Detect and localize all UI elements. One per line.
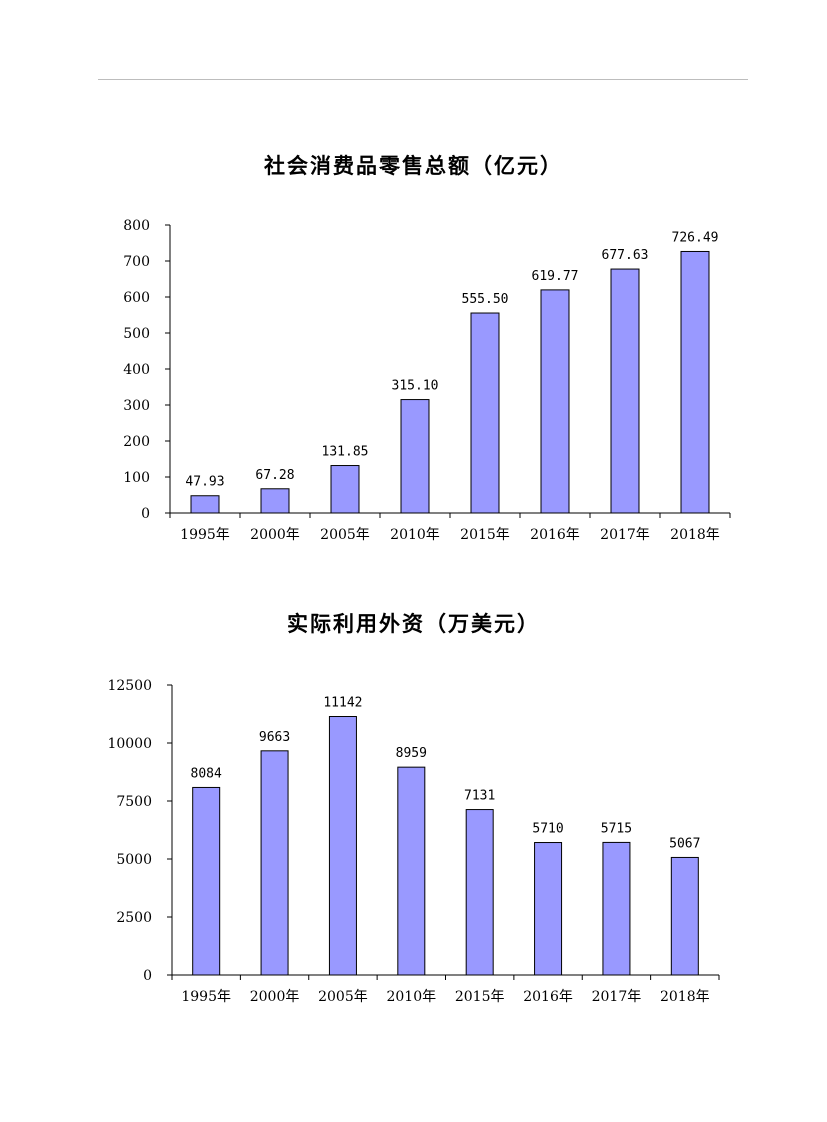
data-label: 11142 bbox=[323, 696, 362, 711]
y-tick-label: 2500 bbox=[116, 910, 152, 926]
bar bbox=[602, 841, 631, 976]
bar bbox=[330, 465, 360, 514]
data-label: 7131 bbox=[464, 789, 495, 804]
header-rule bbox=[98, 79, 748, 80]
x-tick-label: 2005年 bbox=[318, 989, 368, 1005]
data-label: 619.77 bbox=[532, 269, 579, 284]
x-tick-label: 2017年 bbox=[600, 527, 650, 543]
x-tick-label: 1995年 bbox=[180, 527, 230, 543]
bar bbox=[260, 488, 290, 514]
y-tick-label: 500 bbox=[123, 326, 150, 342]
y-tick-label: 12500 bbox=[107, 678, 152, 694]
data-label: 47.93 bbox=[185, 475, 224, 490]
data-label: 9663 bbox=[259, 730, 290, 745]
x-tick-label: 2016年 bbox=[523, 989, 573, 1005]
x-tick-label: 2018年 bbox=[670, 527, 720, 543]
chart-title-foreign-investment: 实际利用外资（万美元） bbox=[287, 612, 540, 636]
y-tick-label: 800 bbox=[123, 218, 150, 234]
bar bbox=[400, 399, 430, 514]
y-tick-label: 100 bbox=[123, 470, 150, 486]
x-tick-label: 2015年 bbox=[455, 989, 505, 1005]
data-label: 315.10 bbox=[392, 379, 439, 394]
x-tick-label: 2010年 bbox=[386, 989, 436, 1005]
data-label: 8959 bbox=[396, 746, 427, 761]
y-tick-label: 200 bbox=[123, 434, 150, 450]
bar bbox=[465, 809, 494, 976]
foreign-investment-bar-chart: 0 2500 5000 7500 10000 12500 8084 1995年 9663 2000… bbox=[107, 678, 720, 1005]
data-label: 5067 bbox=[669, 836, 700, 851]
x-tick-label: 2015年 bbox=[460, 527, 510, 543]
x-tick-label: 2000年 bbox=[250, 989, 300, 1005]
x-tick-label: 1995年 bbox=[181, 989, 231, 1005]
x-tick-label: 2018年 bbox=[660, 989, 710, 1005]
bar bbox=[192, 786, 221, 976]
y-tick-label: 5000 bbox=[116, 852, 152, 868]
chart-title-retail-sales: 社会消费品零售总额（亿元） bbox=[264, 154, 563, 178]
x-tick-label: 2017年 bbox=[592, 989, 642, 1005]
x-tick-label: 2016年 bbox=[530, 527, 580, 543]
data-label: 677.63 bbox=[602, 248, 649, 263]
data-label: 8084 bbox=[191, 766, 222, 781]
bar bbox=[670, 856, 699, 976]
bar bbox=[680, 250, 710, 514]
data-label: 131.85 bbox=[322, 445, 369, 460]
y-tick-label: 0 bbox=[143, 968, 152, 984]
y-tick-label: 700 bbox=[123, 254, 150, 270]
bar bbox=[260, 750, 289, 976]
y-tick-label: 600 bbox=[123, 290, 150, 306]
bar bbox=[397, 766, 426, 976]
data-label: 67.28 bbox=[255, 468, 294, 483]
x-tick-label: 2005年 bbox=[320, 527, 370, 543]
x-tick-label: 2010年 bbox=[390, 527, 440, 543]
retail-sales-bar-chart: 0 100 200 300 400 500 600 700 800 47.93 1995年 67.28… bbox=[123, 218, 731, 543]
bar bbox=[540, 289, 570, 514]
y-tick-label: 10000 bbox=[107, 736, 152, 752]
y-tick-label: 0 bbox=[141, 506, 150, 522]
data-label: 555.50 bbox=[462, 292, 509, 307]
bar bbox=[470, 312, 500, 514]
data-label: 5710 bbox=[532, 822, 563, 837]
data-label: 726.49 bbox=[672, 230, 719, 245]
bar bbox=[534, 842, 563, 976]
y-tick-label: 400 bbox=[123, 362, 150, 378]
bar bbox=[328, 716, 357, 976]
y-tick-label: 7500 bbox=[116, 794, 152, 810]
bar bbox=[610, 268, 640, 514]
bar bbox=[190, 495, 220, 514]
data-label: 5715 bbox=[601, 821, 632, 836]
x-tick-label: 2000年 bbox=[250, 527, 300, 543]
y-tick-label: 300 bbox=[123, 398, 150, 414]
